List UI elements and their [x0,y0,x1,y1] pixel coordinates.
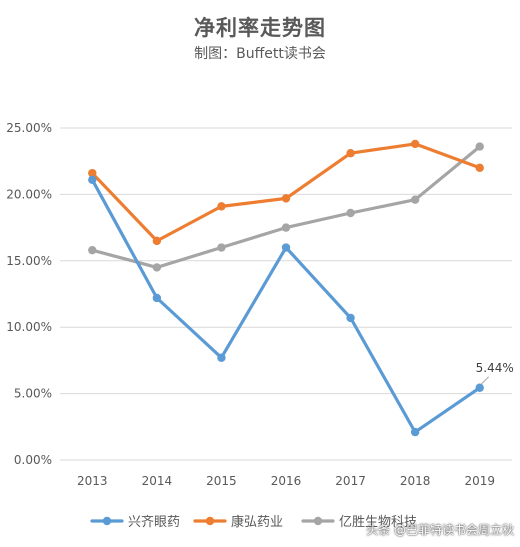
data-point [410,139,420,149]
series-line [90,178,482,434]
chart-title: 净利率走势图 [194,16,326,40]
y-tick-label: 25.00% [6,121,52,135]
y-tick-label: 15.00% [6,254,52,268]
data-point [475,383,484,392]
data-point [475,142,484,151]
x-tick-label: 2018 [400,474,431,488]
legend-marker [102,516,112,526]
x-tick-label: 2014 [142,474,173,488]
data-label: 5.44% [476,361,514,375]
data-point [346,149,355,158]
watermark: 头条 @巴菲特读书会周立秋 [366,523,514,537]
legend-marker [205,516,215,526]
data-point [217,353,226,362]
x-tick-label: 2017 [335,474,366,488]
data-point [217,243,226,252]
x-tick-label: 2019 [464,474,495,488]
data-point [281,223,291,232]
data-point [152,236,162,246]
data-point [217,202,226,211]
y-tick-label: 5.00% [14,387,52,401]
data-point [475,163,484,173]
data-point [88,175,97,184]
y-tick-label: 0.00% [14,453,52,467]
legend-label: 康弘药业 [231,514,283,530]
data-point [281,243,291,252]
x-tick-label: 2016 [271,474,302,488]
legend-label: 亿胜生物科技 [339,515,417,530]
x-tick-label: 2013 [77,474,108,488]
data-point [88,245,97,255]
y-tick-label: 20.00% [6,187,52,201]
y-tick-label: 10.00% [6,320,52,334]
legend-label: 兴齐眼药 [128,514,180,530]
data-point [410,427,420,437]
data-point [346,208,355,218]
data-point [152,263,162,272]
data-point [346,313,355,323]
legend-marker [313,516,323,526]
data-point [152,293,162,303]
data-point [88,168,97,178]
x-tick-label: 2015 [206,474,237,488]
chart-subtitle: 制图：Buffett读书会 [194,46,326,62]
data-point [281,194,291,203]
data-point [410,195,420,204]
data-label-leader [481,376,490,385]
